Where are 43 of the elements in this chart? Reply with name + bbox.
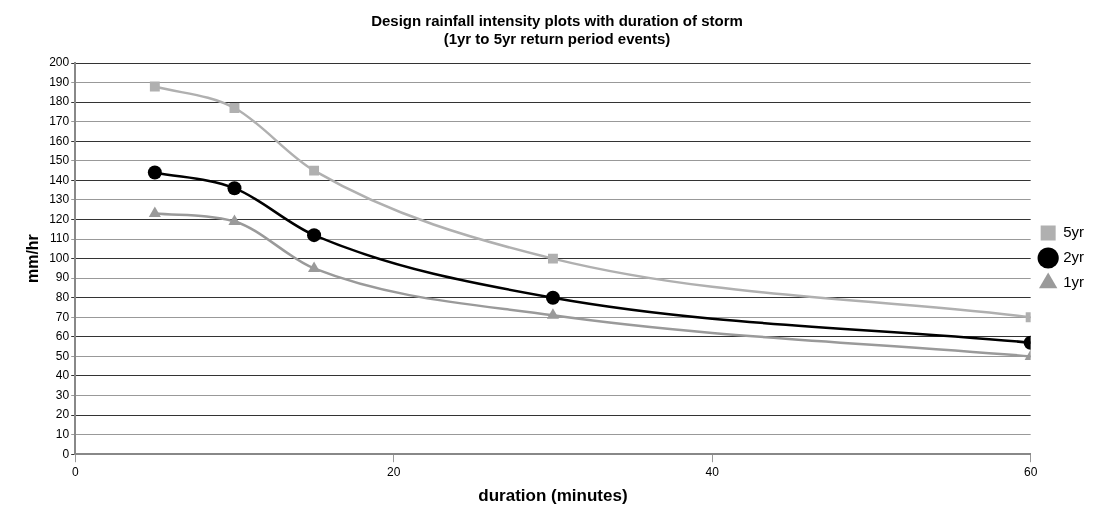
y-tick-label: 110 bbox=[50, 231, 70, 246]
y-tick-label: 120 bbox=[49, 211, 70, 226]
y-tick-label: 190 bbox=[49, 74, 70, 89]
y-tick-label: 130 bbox=[49, 192, 70, 207]
x-axis-title: duration (minutes) bbox=[478, 486, 628, 506]
x-tick-label: 40 bbox=[705, 464, 720, 479]
y-tick-label: 30 bbox=[55, 387, 70, 402]
y-tick-label: 40 bbox=[55, 368, 70, 383]
y-tick-label: 170 bbox=[49, 113, 70, 128]
y-tick-label: 200 bbox=[49, 55, 70, 70]
y-tick-label: 80 bbox=[55, 290, 70, 305]
legend-label: 2yr bbox=[1063, 248, 1085, 266]
legend-label: 1yr bbox=[1063, 273, 1085, 291]
y-tick-label: 20 bbox=[55, 407, 70, 422]
point bbox=[309, 165, 320, 176]
point bbox=[227, 181, 242, 196]
x-tick-label: 20 bbox=[387, 464, 401, 479]
y-tick-label: 50 bbox=[55, 348, 70, 363]
y-tick-label: 10 bbox=[55, 426, 70, 441]
point bbox=[148, 206, 161, 218]
point bbox=[547, 253, 558, 264]
y-tick-label: 60 bbox=[55, 329, 70, 344]
point bbox=[147, 165, 162, 180]
legend-label: 5yr bbox=[1063, 223, 1085, 241]
point bbox=[545, 290, 560, 305]
y-axis-title: mm/hr bbox=[24, 234, 42, 284]
y-tick-label: 160 bbox=[49, 133, 70, 148]
y-tick-label: 100 bbox=[49, 250, 70, 265]
y-tick-label: 70 bbox=[55, 309, 70, 324]
point bbox=[228, 214, 241, 225]
point bbox=[308, 261, 321, 272]
point bbox=[546, 308, 559, 319]
y-tick-label: 90 bbox=[55, 270, 70, 285]
y-tick-label: 140 bbox=[49, 172, 70, 187]
y-tick-label: 180 bbox=[49, 94, 70, 109]
point bbox=[149, 81, 160, 92]
y-tick-label: 0 bbox=[62, 446, 70, 461]
chart-title: Design rainfall intensity plots with duration of storm bbox=[371, 12, 743, 30]
y-tick-label: 150 bbox=[49, 153, 70, 168]
chart-subtitle: (1yr to 5yr return period events) bbox=[443, 30, 671, 48]
point bbox=[307, 228, 322, 243]
x-tick-label: 60 bbox=[1023, 464, 1038, 479]
point bbox=[229, 103, 240, 113]
